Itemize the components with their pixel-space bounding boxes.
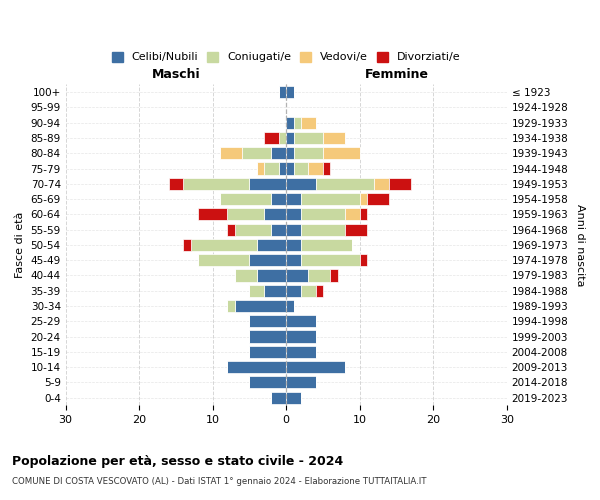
Bar: [286, 132, 293, 144]
Bar: [308, 270, 331, 281]
Bar: [242, 147, 271, 160]
Bar: [279, 86, 286, 98]
Bar: [301, 239, 352, 251]
Bar: [301, 208, 345, 220]
Bar: [264, 162, 279, 174]
Bar: [235, 270, 257, 281]
Bar: [374, 178, 389, 190]
Bar: [220, 147, 242, 160]
Bar: [257, 270, 286, 281]
Bar: [286, 86, 293, 98]
Bar: [286, 178, 316, 190]
Bar: [235, 300, 286, 312]
Bar: [250, 330, 286, 342]
Bar: [286, 239, 301, 251]
Bar: [271, 147, 286, 160]
Bar: [293, 147, 323, 160]
Bar: [293, 116, 301, 129]
Bar: [286, 208, 301, 220]
Bar: [286, 254, 301, 266]
Bar: [227, 224, 235, 235]
Bar: [301, 284, 316, 297]
Bar: [191, 239, 257, 251]
Bar: [301, 193, 360, 205]
Text: COMUNE DI COSTA VESCOVATO (AL) - Dati ISTAT 1° gennaio 2024 - Elaborazione TUTTA: COMUNE DI COSTA VESCOVATO (AL) - Dati IS…: [12, 478, 427, 486]
Bar: [286, 315, 316, 328]
Text: Popolazione per età, sesso e stato civile - 2024: Popolazione per età, sesso e stato civil…: [12, 455, 343, 468]
Bar: [286, 147, 293, 160]
Bar: [345, 208, 360, 220]
Bar: [389, 178, 411, 190]
Bar: [286, 346, 316, 358]
Bar: [279, 162, 286, 174]
Bar: [286, 116, 293, 129]
Bar: [279, 132, 286, 144]
Bar: [316, 284, 323, 297]
Y-axis label: Fasce di età: Fasce di età: [15, 212, 25, 278]
Bar: [286, 284, 301, 297]
Bar: [286, 330, 316, 342]
Text: Femmine: Femmine: [364, 68, 428, 82]
Bar: [286, 376, 316, 388]
Bar: [293, 132, 323, 144]
Bar: [301, 224, 345, 235]
Bar: [308, 162, 323, 174]
Bar: [367, 193, 389, 205]
Bar: [264, 132, 279, 144]
Bar: [257, 162, 264, 174]
Bar: [301, 254, 360, 266]
Bar: [183, 178, 250, 190]
Bar: [301, 116, 316, 129]
Bar: [360, 208, 367, 220]
Bar: [264, 284, 286, 297]
Bar: [220, 193, 271, 205]
Bar: [227, 300, 235, 312]
Bar: [250, 315, 286, 328]
Bar: [286, 392, 301, 404]
Bar: [323, 147, 360, 160]
Bar: [286, 162, 293, 174]
Bar: [169, 178, 183, 190]
Bar: [271, 224, 286, 235]
Y-axis label: Anni di nascita: Anni di nascita: [575, 204, 585, 286]
Bar: [250, 178, 286, 190]
Text: Maschi: Maschi: [152, 68, 200, 82]
Bar: [323, 132, 345, 144]
Bar: [250, 284, 264, 297]
Bar: [271, 193, 286, 205]
Bar: [235, 224, 271, 235]
Bar: [227, 208, 264, 220]
Bar: [360, 254, 367, 266]
Legend: Celibi/Nubili, Coniugati/e, Vedovi/e, Divorziati/e: Celibi/Nubili, Coniugati/e, Vedovi/e, Di…: [109, 48, 464, 66]
Bar: [257, 239, 286, 251]
Bar: [198, 208, 227, 220]
Bar: [316, 178, 374, 190]
Bar: [360, 193, 367, 205]
Bar: [323, 162, 331, 174]
Bar: [286, 270, 308, 281]
Bar: [264, 208, 286, 220]
Bar: [345, 224, 367, 235]
Bar: [286, 193, 301, 205]
Bar: [250, 346, 286, 358]
Bar: [271, 392, 286, 404]
Bar: [286, 300, 293, 312]
Bar: [227, 361, 286, 373]
Bar: [331, 270, 338, 281]
Bar: [250, 254, 286, 266]
Bar: [198, 254, 250, 266]
Bar: [286, 224, 301, 235]
Bar: [183, 239, 191, 251]
Bar: [286, 361, 345, 373]
Bar: [293, 162, 308, 174]
Bar: [250, 376, 286, 388]
